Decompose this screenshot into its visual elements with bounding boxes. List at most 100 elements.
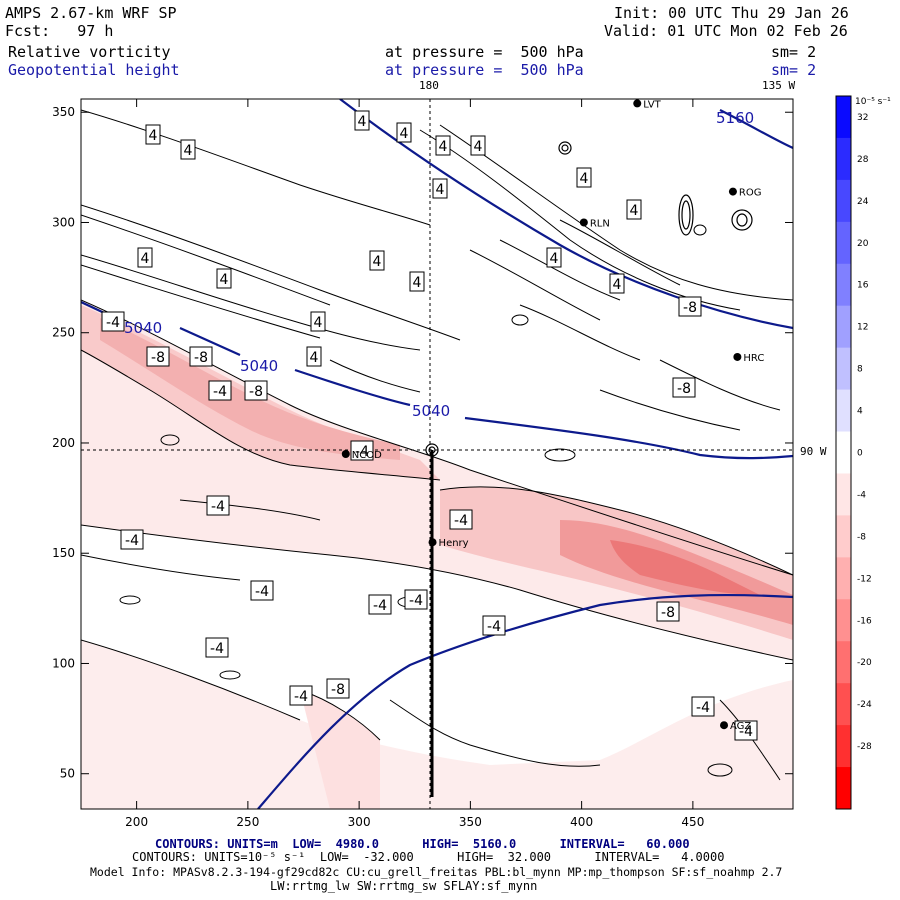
vorticity-label-text: -8 [194,350,208,366]
height-label-group: 5040 5040 5040 5160 [124,109,754,420]
colorbar-swatch [836,389,851,433]
field2-name: Geopotential height [8,61,180,79]
colorbar-swatch [836,263,851,307]
colorbar-swatch [836,96,851,139]
vorticity-label-text: 4 [373,254,382,270]
field1-name: Relative vorticity [8,43,171,61]
vorticity-label-text: 4 [310,350,319,366]
vorticity-label-text: -4 [294,689,308,705]
vorticity-label-text: 4 [630,203,639,219]
vorticity-label-text: -8 [661,605,675,621]
vorticity-label-text: -4 [373,598,387,614]
vorticity-label: -8 [326,678,350,699]
colorbar-swatch [836,179,851,223]
negative-vorticity-band [81,300,793,809]
vorticity-label: -8 [146,346,170,367]
colorbar-tick-label: -12 [857,574,872,584]
vorticity-label-text: -4 [211,499,225,515]
vorticity-contours [81,109,793,781]
colorbar-swatch [836,431,851,474]
vorticity-label: 4 [396,122,412,143]
vorticity-label: 4 [409,271,425,292]
vorticity-label-text: 4 [439,139,448,155]
station-group: LVT ROG RLN HRC NCOD Henry AGZ [341,99,764,732]
vorticity-label: -4 [734,720,758,741]
vorticity-label: -8 [244,380,268,401]
footer-physics-info: LW:rrtmg_lw SW:rrtmg_sw SFLAY:sf_mynn [270,879,538,893]
colorbar-tick-label: -16 [857,616,872,626]
vorticity-label-group: 4 4 4 4 4 4 4 4 4 4 4 4 4 4 4 4 4 -8 -8 -4 -8 -8 -4 -8 -4 -4 -4 -4 -… [101,110,758,741]
height-label-5040-a: 5040 [124,319,162,337]
model-title: AMPS 2.67-km WRF SP [5,4,177,22]
vorticity-label: -4 [206,495,230,516]
y-tick-label: 100 [52,656,75,670]
colorbar-swatch [836,683,851,726]
station-marker [341,450,350,458]
colorbar-tick-label: 28 [857,155,869,165]
vorticity-label: 4 [369,250,385,271]
field1-smoothing: sm= 2 [771,43,817,61]
vorticity-label: -4 [250,580,274,601]
vorticity-label: -4 [120,529,144,550]
vorticity-label: -8 [656,601,680,622]
vorticity-label: -4 [208,380,232,401]
vorticity-label-text: 4 [413,275,422,291]
valid-time: Valid: 01 UTC Mon 02 Feb 26 [604,22,848,40]
vorticity-label-text: -8 [151,350,165,366]
colorbar: 32 28 24 20 16 12 8 4 0 -4 -8 -12 -16 -20 -24 -28 [835,95,872,810]
footer-height-contours: CONTOURS: UNITS=m LOW= 4980.0 HIGH= 5160… [155,837,690,851]
colorbar-swatch [836,137,851,181]
colorbar-swatch [836,725,851,768]
colorbar-tick-label: -24 [857,700,872,710]
vorticity-label-text: 4 [400,126,409,142]
colorbar-tick-label: 8 [857,365,863,375]
colorbar-tick-label: 20 [857,239,869,249]
vorticity-label: -4 [289,685,313,706]
vorticity-label: 4 [609,273,625,294]
axis-group: 200 250 300 350 400 450 50 100 150 200 250 300 350 [52,99,793,829]
vorticity-label: 4 [306,346,322,367]
height-label-5040-b: 5040 [240,357,278,375]
y-tick-label: 250 [52,326,75,340]
vorticity-label-text: 4 [220,272,229,288]
colorbar-swatch [836,305,851,349]
colorbar-tick-label: -4 [857,490,866,500]
vorticity-label-text: -4 [739,724,753,740]
vorticity-label-text: 4 [314,315,323,331]
colorbar-tick-label: 12 [857,323,868,333]
vorticity-label-text: 4 [474,139,483,155]
colorbar-swatch [836,515,851,558]
x-tick-label: 300 [348,815,371,829]
vorticity-label-text: 4 [436,182,445,198]
vorticity-label: 4 [145,124,161,145]
vorticity-label: -4 [449,509,473,530]
vorticity-label: 4 [435,135,451,156]
colorbar-tick-label: 32 [857,113,868,123]
x-tick-label: 350 [459,815,482,829]
colorbar-swatch [836,641,851,684]
y-tick-label: 200 [52,436,75,450]
field2-level: at pressure = 500 hPa [385,61,584,79]
vorticity-label: -4 [350,440,374,461]
vorticity-label: -4 [691,696,715,717]
station-marker [728,187,737,196]
meridian-90w-label: 90 W [800,445,827,458]
station-marker [733,352,742,361]
colorbar-frame [835,95,852,810]
height-label-5160: 5160 [716,109,754,127]
vorticity-label-text: -8 [683,300,697,316]
vorticity-label-text: -4 [125,533,139,549]
vorticity-label: -4 [482,615,506,636]
vorticity-label: -4 [101,311,125,332]
y-tick-label: 300 [52,215,75,229]
station-marker [428,538,437,547]
vorticity-label: -8 [672,377,696,398]
y-tick-label: 50 [60,767,75,781]
footer-model-info: Model Info: MPASv8.2.3-194-gf29cd82c CU:… [90,865,783,879]
vorticity-label-text: 4 [580,171,589,187]
terrain-contour-clusters [425,141,753,457]
vorticity-label: 4 [432,178,448,199]
vorticity-label-text: 4 [550,251,559,267]
colorbar-tick-label: 0 [857,449,863,459]
